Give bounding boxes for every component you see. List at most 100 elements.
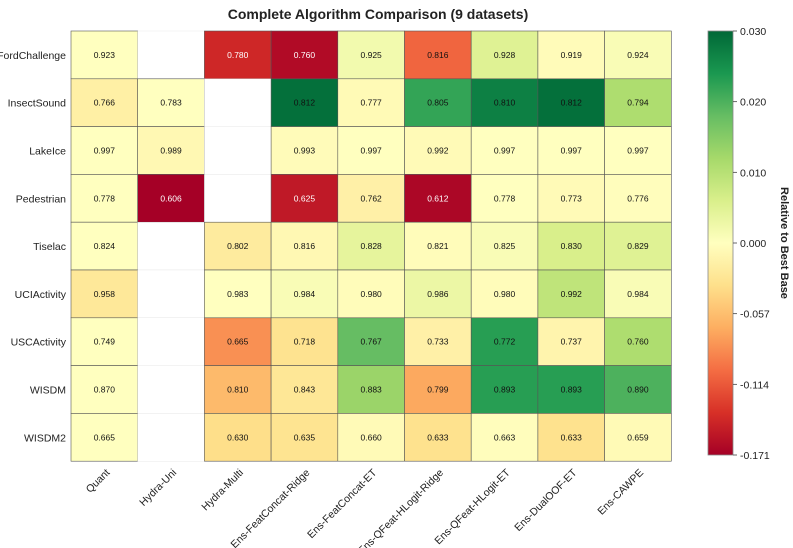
cell-value-label: 0.737 xyxy=(561,337,583,347)
cell-value-label: 0.749 xyxy=(94,337,116,347)
cell-value-label: 0.986 xyxy=(427,289,449,299)
cell-value-label: 0.958 xyxy=(94,289,116,299)
heatmap-cell xyxy=(137,126,205,175)
heatmap-cell-empty xyxy=(204,126,272,175)
heatmap-cell xyxy=(604,221,672,271)
cell-value-label: 0.630 xyxy=(227,432,249,442)
heatmap-cell-empty xyxy=(137,222,205,271)
cell-value-label: 0.663 xyxy=(494,432,516,442)
cell-value-label: 0.989 xyxy=(160,146,182,156)
row-label: WISDM2 xyxy=(24,432,66,444)
cell-value-label: 0.633 xyxy=(427,432,449,442)
cell-value-label: 0.810 xyxy=(494,98,516,108)
cell-value-label: 0.802 xyxy=(227,241,249,251)
cell-value-label: 0.665 xyxy=(227,337,249,347)
heatmap-cell xyxy=(537,413,605,462)
cell-value-label: 0.778 xyxy=(494,193,516,203)
heatmap-cell xyxy=(604,365,672,414)
heatmap-cell xyxy=(404,221,472,271)
cell-value-label: 0.825 xyxy=(494,241,516,251)
cell-value-label: 0.810 xyxy=(227,385,249,395)
cell-value-label: 0.883 xyxy=(361,385,383,395)
cell-value-label: 0.997 xyxy=(494,146,516,156)
cell-value-label: 0.925 xyxy=(361,50,383,60)
heatmap-cell xyxy=(404,30,472,80)
cell-value-label: 0.733 xyxy=(427,337,449,347)
column-label: Ens-CAWPE xyxy=(595,467,646,518)
heatmap-cell xyxy=(70,126,138,175)
heatmap-cell-empty xyxy=(204,78,272,127)
heatmap-cell xyxy=(537,126,605,175)
cell-value-label: 0.778 xyxy=(94,193,116,203)
row-label: Pedestrian xyxy=(16,193,66,205)
heatmap-cell xyxy=(204,30,272,80)
heatmap-cell xyxy=(404,413,472,462)
cell-value-label: 0.780 xyxy=(227,50,249,60)
heatmap-cell xyxy=(470,221,539,271)
heatmap-cell xyxy=(337,78,405,127)
heatmap-cell-empty xyxy=(137,317,205,366)
heatmap-cell-empty xyxy=(137,365,205,414)
heatmap-cell xyxy=(70,317,138,366)
heatmap-cell xyxy=(337,30,405,80)
chart-title: Complete Algorithm Comparison (9 dataset… xyxy=(228,6,529,22)
heatmap-cell xyxy=(204,413,272,462)
heatmap-cell xyxy=(270,317,339,366)
heatmap-cell xyxy=(470,78,539,127)
colorbar-tick-label: 0.030 xyxy=(740,26,766,38)
heatmap-cell xyxy=(404,126,472,175)
heatmap-cell xyxy=(404,174,472,223)
cell-value-label: 0.983 xyxy=(227,289,249,299)
colorbar-tick-label: -0.171 xyxy=(740,450,770,462)
heatmap-cell xyxy=(337,413,405,462)
heatmap-cell-empty xyxy=(137,269,205,318)
cell-value-label: 0.660 xyxy=(361,432,383,442)
cell-value-label: 0.928 xyxy=(494,50,516,60)
cell-value-label: 0.766 xyxy=(94,98,116,108)
cell-value-label: 0.893 xyxy=(494,385,516,395)
heatmap-cell xyxy=(604,30,672,80)
cell-value-label: 0.997 xyxy=(561,146,583,156)
cell-value-label: 0.992 xyxy=(427,146,449,156)
heatmap-cell xyxy=(270,365,339,414)
cell-value-label: 0.772 xyxy=(494,337,516,347)
cell-value-label: 0.980 xyxy=(494,289,516,299)
column-labels: Quant Hydra-Uni Hydra-Multi Ens-FeatConcat-… xyxy=(84,466,646,548)
cell-value-label: 0.659 xyxy=(627,432,649,442)
cell-value-label: 0.612 xyxy=(427,193,449,203)
cell-value-label: 0.767 xyxy=(361,337,383,347)
heatmap-cell xyxy=(70,30,138,80)
colorbar-tick-label: 0.020 xyxy=(740,97,766,109)
cell-value-label: 0.924 xyxy=(627,50,649,60)
cell-value-label: 0.762 xyxy=(361,193,383,203)
cell-value-label: 0.919 xyxy=(561,50,583,60)
column-label: Quant xyxy=(84,467,113,496)
heatmap-cell xyxy=(270,269,339,319)
heatmap-cell xyxy=(404,317,472,366)
cell-value-label: 0.816 xyxy=(427,50,449,60)
heatmap-cell xyxy=(270,174,339,223)
heatmap-cell xyxy=(137,78,205,127)
cell-value-label: 0.812 xyxy=(561,98,583,108)
heatmap-cell xyxy=(470,413,539,462)
cell-value-label: 0.816 xyxy=(294,241,316,251)
cell-value-label: 0.870 xyxy=(94,385,116,395)
column-label: Ens-FeatConcat-ET xyxy=(305,466,380,541)
colorbar-tick-label: -0.057 xyxy=(740,309,770,321)
cell-value-label: 0.799 xyxy=(427,385,449,395)
cell-value-label: 0.828 xyxy=(361,241,383,251)
cell-value-label: 0.980 xyxy=(361,289,383,299)
row-label: USCActivity xyxy=(11,337,67,349)
heatmap-cell xyxy=(337,174,405,223)
row-label: Tiselac xyxy=(33,241,66,253)
heatmap-cell xyxy=(270,221,339,271)
heatmap-cell xyxy=(604,269,672,319)
cell-value-label: 0.773 xyxy=(561,193,583,203)
heatmap-cell xyxy=(604,317,672,366)
heatmap-cell xyxy=(537,174,605,223)
cell-value-label: 0.893 xyxy=(561,385,583,395)
heatmap-cell xyxy=(537,269,605,319)
heatmap-cell xyxy=(70,365,138,414)
heatmap-cell xyxy=(404,365,472,414)
